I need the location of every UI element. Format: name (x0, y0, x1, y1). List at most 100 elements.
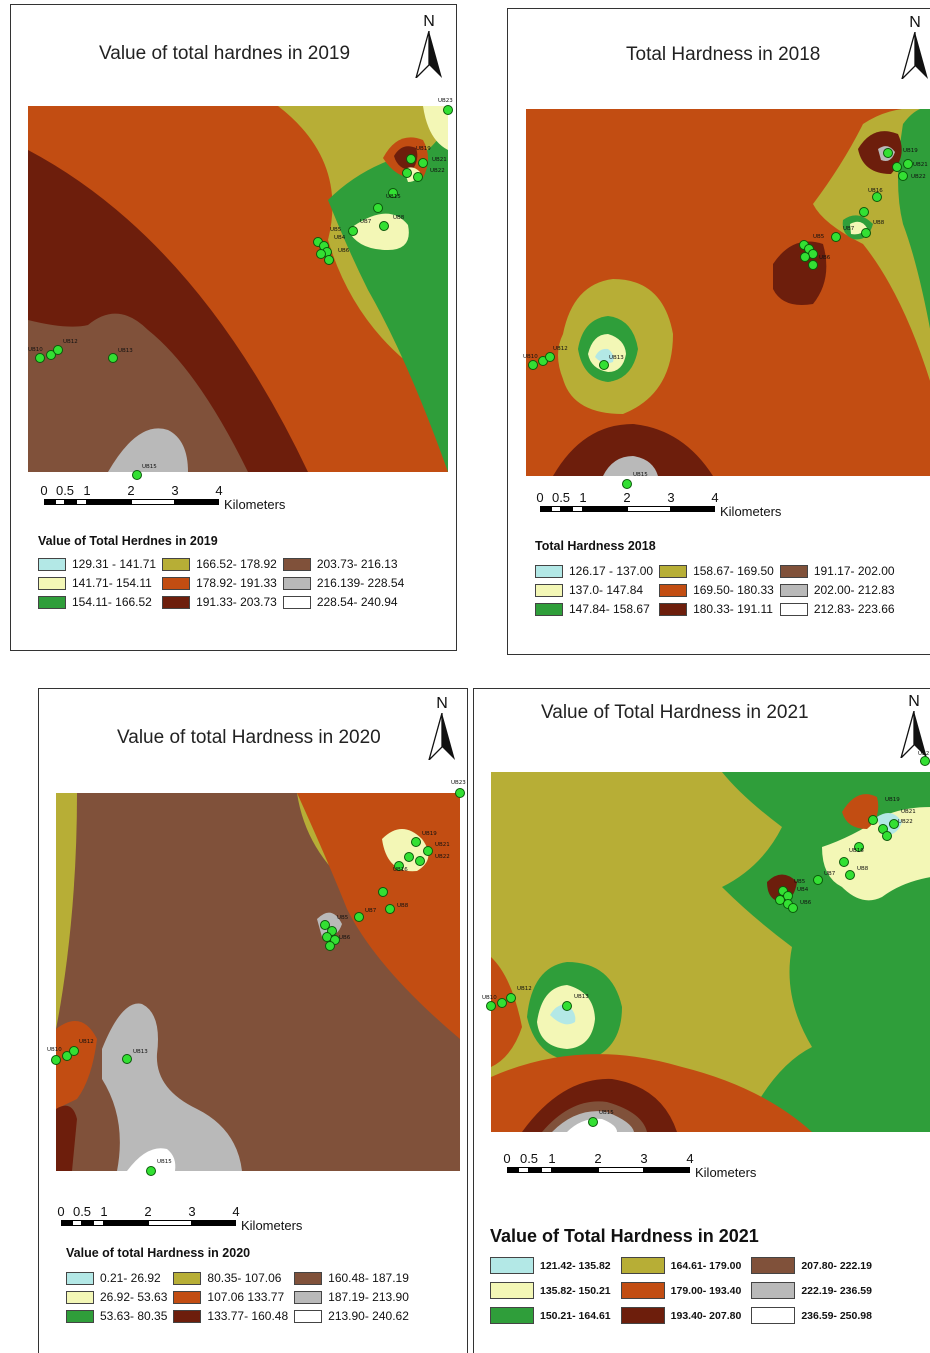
scale-bar: 0 0.5 1 2 3 4 Kilometers (503, 1151, 787, 1185)
well-label: UB10 (523, 354, 538, 360)
legend-swatch (659, 583, 688, 597)
legend-item: 147.84- 158.67 (535, 602, 653, 616)
scale-tick: 0 (40, 483, 48, 498)
well-label: UB8 (873, 220, 885, 226)
scale-unit: Kilometers (224, 497, 286, 512)
north-arrow-icon: N (900, 15, 930, 79)
legend-swatch (535, 583, 563, 597)
well-label: UB15 (386, 194, 401, 200)
well-label: UB19 (422, 831, 437, 837)
well-labels: UB19 UB21 UB22 UB16 UB8 UB7 UB5 UB6 UB10… (523, 148, 928, 478)
legend-swatch (535, 564, 563, 578)
legend-item: 193.40- 207.80 (620, 1307, 741, 1324)
well-label: UB8 (397, 903, 409, 909)
scale-tick: 0.5 (551, 490, 571, 505)
north-letter: N (436, 695, 448, 712)
legend-item: 187.19- 213.90 (294, 1290, 409, 1304)
legend-item: 207.80- 222.19 (751, 1257, 872, 1274)
hardness-map-2020: UB23 UB19 UB21 UB22 UB16 UB7 UB8 UB5 UB6… (47, 780, 466, 1176)
well-label: UB23 (451, 780, 466, 786)
scale-tick: 1 (548, 1151, 556, 1166)
legend-item: 154.11- 166.52 (38, 595, 156, 609)
legend-swatch (620, 1307, 665, 1324)
legend-item: 236.59- 250.98 (751, 1307, 872, 1324)
well-label: UB4 (797, 887, 809, 893)
legend-swatch (294, 1290, 323, 1304)
well-label: UB5 (813, 234, 825, 240)
legend-item: 158.67- 169.50 (659, 564, 774, 578)
hardness-map-2018: UB19 UB21 UB22 UB16 UB8 UB7 UB5 UB6 UB10… (523, 109, 930, 489)
legend-item: 121.42- 135.82 (490, 1257, 611, 1274)
legend: 121.42- 135.82 135.82- 150.21 150.21- 16… (490, 1257, 872, 1324)
well-label: UB10 (28, 347, 43, 353)
scale-tick: 4 (711, 490, 719, 505)
well-label: UB4 (334, 235, 346, 241)
north-letter: N (909, 14, 921, 31)
map-panel-2021: Value of Total Hardness in 2021 N (473, 688, 930, 1353)
well-label: UB21 (913, 162, 928, 168)
scale-tick: 0 (503, 1151, 511, 1166)
well-label: UB2 (918, 751, 929, 757)
legend-swatch (620, 1257, 665, 1274)
legend-swatch (620, 1282, 665, 1299)
legend-item: 80.35- 107.06 (173, 1271, 288, 1285)
well-label: UB13 (574, 994, 589, 1000)
scale-tick: 4 (232, 1204, 240, 1219)
scale-tick: 2 (144, 1204, 152, 1219)
well-label: UB16 (393, 867, 408, 873)
scale-tick: 2 (623, 490, 631, 505)
well-label: UB10 (47, 1047, 62, 1053)
well-label: UB6 (339, 935, 351, 941)
well-label: UB12 (553, 346, 568, 352)
map-title: Value of Total Hardness in 2021 (541, 702, 809, 723)
legend-swatch (490, 1307, 534, 1324)
legend-swatch (282, 595, 311, 609)
well-label: UB5 (337, 915, 349, 921)
well-label: UB7 (365, 908, 377, 914)
legend-swatch (779, 583, 808, 597)
scale-unit: Kilometers (695, 1165, 757, 1180)
legend-item: 166.52- 178.92 (162, 557, 277, 571)
legend-swatch (294, 1309, 323, 1323)
well-label: UB13 (133, 1049, 148, 1055)
legend-item: 137.0- 147.84 (535, 583, 653, 597)
scale-unit: Kilometers (720, 504, 782, 519)
legend-swatch (38, 595, 66, 609)
legend-swatch (751, 1257, 796, 1274)
hardness-map-2021: UB2 UB19 UB21 UB22 UB16 UB7 UB8 UB5 UB4 … (482, 751, 930, 1132)
legend-item: 228.54- 240.94 (282, 595, 404, 609)
well-label: UB8 (857, 866, 869, 872)
well-label: UB19 (903, 148, 918, 154)
legend-item: 107.06 133.77 (173, 1290, 288, 1304)
well-label: UB15 (599, 1110, 614, 1116)
well-label: UB19 (416, 146, 431, 152)
legend-swatch (38, 557, 66, 571)
north-letter: N (908, 693, 920, 710)
legend-item: 26.92- 53.63 (66, 1290, 167, 1304)
legend-item: 129.31 - 141.71 (38, 557, 156, 571)
well-label: UB22 (430, 168, 445, 174)
well-label: UB6 (800, 900, 812, 906)
well-label: UB16 (849, 848, 864, 854)
legend-item: 141.71- 154.11 (38, 576, 156, 590)
well-label: UB6 (338, 248, 350, 254)
map-panel-2018: Total Hardness in 2018 N (507, 8, 930, 655)
well-label: UB7 (360, 219, 372, 225)
well-label: UB16 (868, 188, 883, 194)
well-label: UB19 (885, 797, 900, 803)
scale-tick: 4 (215, 483, 223, 498)
legend-item: 53.63- 80.35 (66, 1309, 167, 1323)
north-arrow-icon: N (427, 696, 457, 760)
legend-swatch (779, 602, 808, 616)
map-panel-2020: Value of total Hardness in 2020 N UB23 U… (38, 688, 468, 1353)
well-label: UB22 (911, 174, 926, 180)
legend: 129.31 - 141.71 141.71- 154.11 154.11- 1… (38, 557, 404, 609)
well-label: UB22 (898, 819, 913, 825)
map-panel-2019: Value of total hardnes in 2019 N UB23 (10, 4, 457, 651)
legend-title: Value of Total Herdnes in 2019 (38, 534, 218, 548)
legend-swatch (490, 1282, 534, 1299)
well-label: UB5 (330, 227, 342, 233)
legend: 126.17 - 137.00 137.0- 147.84 147.84- 15… (535, 564, 895, 616)
well-label: UB6 (819, 255, 831, 261)
scale-tick: 2 (594, 1151, 602, 1166)
